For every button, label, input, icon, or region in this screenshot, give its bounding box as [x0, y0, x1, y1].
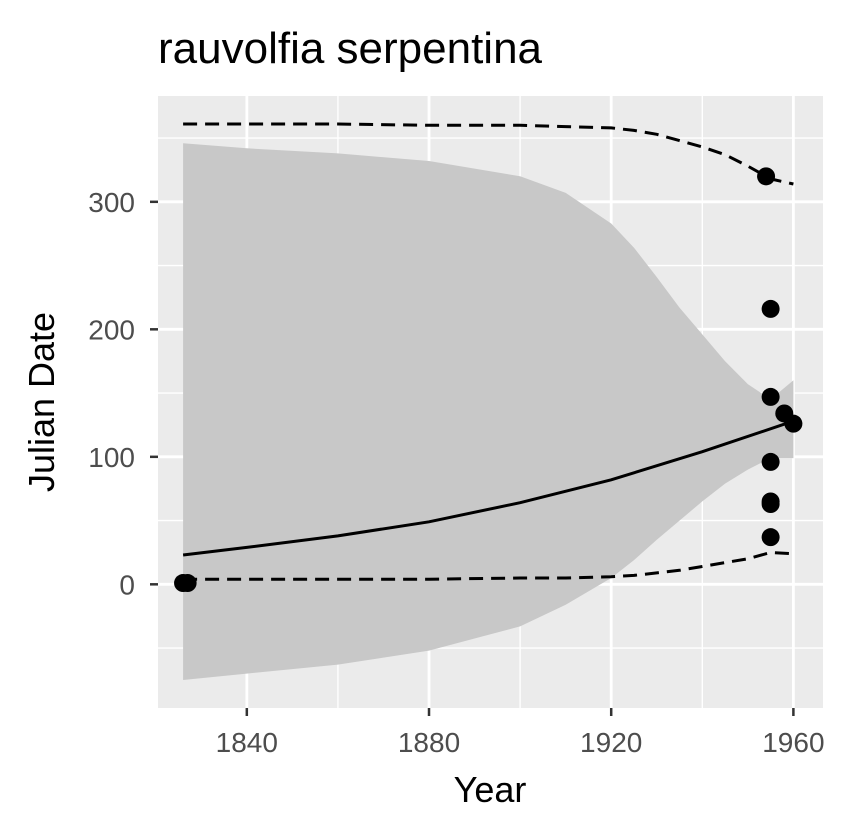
x-axis-title: Year	[454, 769, 527, 810]
y-tick-label: 0	[119, 569, 135, 600]
fitted-trend-line	[182, 419, 794, 557]
x-axis-ticks: 1840 1880 1920 1960	[216, 708, 825, 758]
x-tick-label: 1880	[398, 727, 460, 758]
x-tick-label: 1920	[580, 727, 642, 758]
data-point	[761, 528, 780, 547]
data-point	[761, 495, 780, 513]
lower-quantile-dashed-line	[183, 550, 794, 581]
chart-title: rauvolfia serpentina	[158, 24, 543, 73]
data-point	[761, 452, 780, 471]
data-point	[757, 167, 776, 186]
data-point	[761, 299, 780, 318]
y-axis-title: Julian Date	[21, 312, 62, 492]
data-point	[784, 414, 803, 433]
data-points	[174, 167, 803, 593]
data-point	[761, 387, 780, 406]
upper-quantile-dashed-line	[183, 122, 794, 186]
x-tick-label: 1960	[762, 727, 824, 758]
y-axis-ticks: 0 100 200 300	[88, 187, 158, 600]
y-tick-label: 200	[88, 314, 135, 345]
data-point	[178, 574, 197, 593]
y-tick-label: 300	[88, 187, 135, 218]
x-tick-label: 1840	[216, 727, 278, 758]
y-tick-label: 100	[88, 442, 135, 473]
confidence-ribbon	[183, 143, 794, 680]
